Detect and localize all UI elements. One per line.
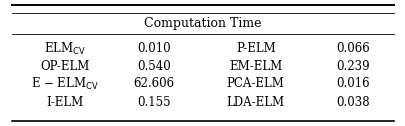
Text: 0.066: 0.066 bbox=[335, 42, 369, 55]
Text: 0.239: 0.239 bbox=[336, 60, 369, 73]
Text: PCA-ELM: PCA-ELM bbox=[226, 77, 284, 90]
Text: 0.016: 0.016 bbox=[336, 77, 369, 90]
Text: 0.010: 0.010 bbox=[137, 42, 171, 55]
Text: OP-ELM: OP-ELM bbox=[40, 60, 90, 73]
Text: 62.606: 62.606 bbox=[133, 77, 175, 90]
Text: 0.038: 0.038 bbox=[336, 96, 369, 109]
Text: I-ELM: I-ELM bbox=[46, 96, 83, 109]
Text: LDA-ELM: LDA-ELM bbox=[226, 96, 284, 109]
Text: 0.155: 0.155 bbox=[137, 96, 171, 109]
Text: Computation Time: Computation Time bbox=[144, 17, 261, 30]
Text: EM-ELM: EM-ELM bbox=[228, 60, 282, 73]
Text: E $-$ ELM$_{\mathrm{CV}}$: E $-$ ELM$_{\mathrm{CV}}$ bbox=[31, 76, 98, 92]
Text: P-ELM: P-ELM bbox=[235, 42, 275, 55]
Text: 0.540: 0.540 bbox=[137, 60, 171, 73]
Text: ELM$_{\mathrm{CV}}$: ELM$_{\mathrm{CV}}$ bbox=[44, 40, 86, 57]
